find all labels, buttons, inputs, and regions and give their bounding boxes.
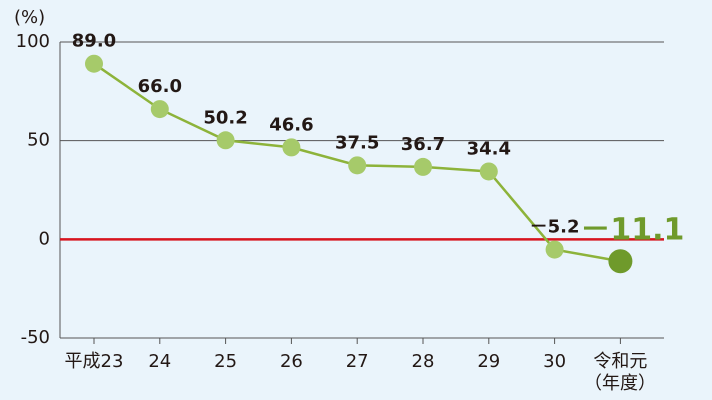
point	[282, 138, 301, 157]
x-tick-label: 24	[148, 351, 171, 372]
value-label: －5.2	[530, 217, 580, 238]
value-label: 34.4	[467, 138, 511, 159]
value-label: 37.5	[335, 132, 379, 153]
x-axis-label: （年度）	[584, 373, 656, 394]
value-label: 89.0	[72, 31, 116, 52]
value-label: 50.2	[203, 107, 247, 128]
value-label: －11.1	[580, 213, 684, 248]
y-tick-label: 0	[39, 228, 50, 249]
x-tick-label: 平成23	[65, 351, 124, 372]
point	[479, 162, 498, 181]
point	[150, 100, 169, 119]
x-tick-label: 令和元	[593, 351, 647, 372]
point	[545, 240, 564, 259]
x-tick-label: 30	[543, 351, 566, 372]
x-tick-label: 28	[412, 351, 435, 372]
y-tick-label: 100	[16, 31, 50, 52]
x-tick-label: 27	[346, 351, 369, 372]
point	[608, 249, 633, 274]
x-tick-label: 29	[477, 351, 500, 372]
x-tick-label: 26	[280, 351, 303, 372]
y-axis-label: (%)	[14, 7, 45, 28]
y-tick-label: 50	[27, 130, 50, 151]
y-tick-label: -50	[21, 327, 50, 348]
value-label: 66.0	[138, 76, 182, 97]
value-label: 36.7	[401, 134, 445, 155]
value-label: 46.6	[269, 114, 313, 135]
point	[348, 156, 367, 175]
point	[85, 54, 103, 73]
point	[216, 131, 235, 150]
x-tick-label: 25	[214, 351, 237, 372]
point	[414, 157, 432, 176]
